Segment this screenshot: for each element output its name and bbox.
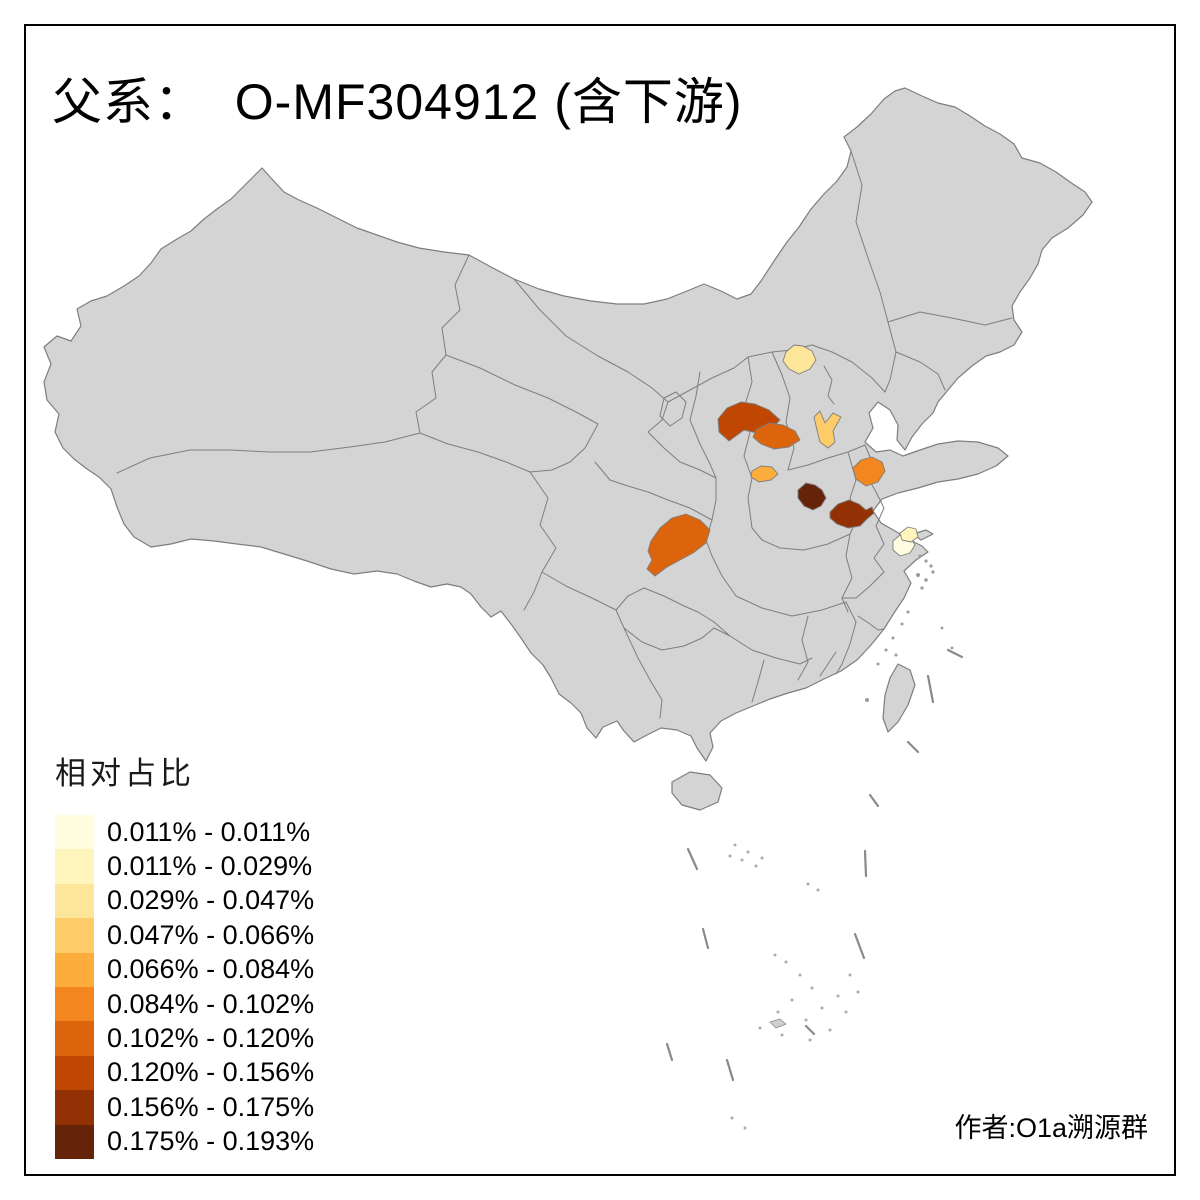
nine-dash-line — [665, 648, 964, 1082]
legend-swatch-8 — [55, 1055, 94, 1091]
map-region-4 — [813, 410, 842, 449]
legend-row-4: 0.047% - 0.066% — [55, 918, 315, 953]
map-region-9 — [646, 513, 711, 577]
legend-title: 相对占比 — [55, 756, 195, 791]
legend-row-1: 0.011% - 0.011% — [55, 815, 314, 850]
legend-row-3: 0.029% - 0.047% — [55, 883, 315, 919]
credit-text: 作者:O1a溯源群 — [954, 1113, 1148, 1143]
plot-frame — [24, 24, 1176, 1176]
legend-row-9: 0.156% - 0.175% — [55, 1090, 315, 1125]
map-region-8 — [829, 499, 875, 529]
legend-swatch-3 — [55, 883, 94, 919]
legend-entries: 0.011% - 0.011% 0.011% - 0.029% 0.029% - 0… — [55, 815, 314, 1159]
legend-row-8: 0.120% - 0.156% — [55, 1055, 315, 1091]
legend-label-2: 0.011% - 0.029% — [107, 851, 313, 882]
legend-label-4: 0.047% - 0.066% — [107, 919, 315, 950]
legend-row-6: 0.084% - 0.102% — [55, 986, 315, 1022]
legend: 相对占比 0.011% - 0.011% 0.011% - 0.029% 0.029… — [55, 748, 314, 1159]
legend-label-6: 0.084% - 0.102% — [107, 988, 315, 1019]
legend-swatch-2 — [55, 849, 94, 884]
legend-swatch-6 — [55, 986, 94, 1022]
page-title: 父系： O-MF304912 (含下游) — [52, 74, 743, 130]
coastal-islands — [865, 554, 954, 702]
legend-row-10: 0.175% - 0.193% — [55, 1124, 315, 1159]
legend-row-7: 0.102% - 0.120% — [55, 1021, 315, 1056]
legend-swatch-9 — [55, 1090, 94, 1125]
taiwan-island — [882, 663, 916, 733]
legend-row-2: 0.011% - 0.029% — [55, 849, 314, 884]
legend-swatch-7 — [55, 1021, 94, 1056]
legend-swatch-10 — [55, 1124, 94, 1159]
legend-swatch-5 — [55, 952, 94, 987]
map-region-6 — [852, 456, 886, 487]
legend-label-5: 0.066% - 0.084% — [107, 954, 315, 985]
legend-label-9: 0.156% - 0.175% — [107, 1091, 315, 1122]
legend-row-5: 0.066% - 0.084% — [55, 952, 315, 987]
legend-label-8: 0.120% - 0.156% — [107, 1057, 315, 1088]
hainan-island — [671, 771, 723, 811]
map-region-1 — [782, 344, 817, 375]
south-sea-islands — [728, 843, 860, 1130]
map-region-11 — [899, 526, 919, 543]
legend-label-7: 0.102% - 0.120% — [107, 1023, 315, 1054]
legend-label-10: 0.175% - 0.193% — [107, 1126, 315, 1157]
mainland-landmass — [43, 87, 1093, 811]
colored-regions — [646, 344, 919, 577]
legend-label-3: 0.029% - 0.047% — [107, 885, 315, 916]
map-region-7 — [797, 482, 827, 511]
legend-swatch-1 — [55, 815, 94, 850]
mainland-outline — [43, 87, 1093, 762]
map-region-3 — [752, 422, 801, 450]
province-borders — [116, 150, 1013, 719]
legend-swatch-4 — [55, 918, 94, 953]
map-region-5 — [750, 465, 779, 483]
legend-label-1: 0.011% - 0.011% — [107, 816, 311, 847]
